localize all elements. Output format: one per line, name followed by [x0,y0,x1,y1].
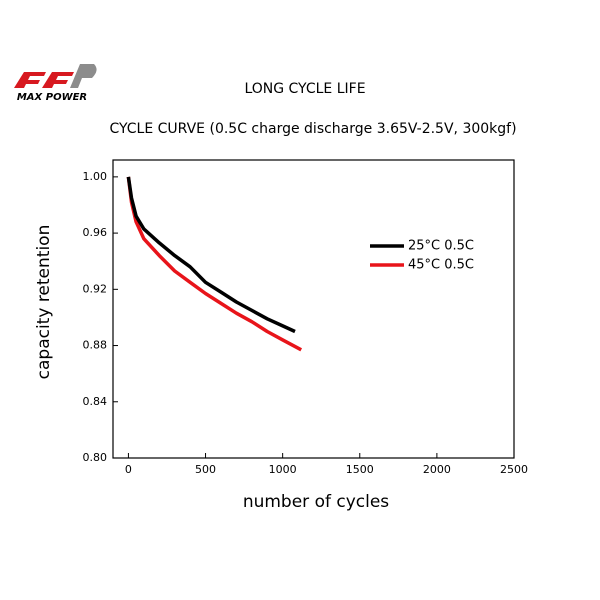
x-tick-label: 2000 [423,463,451,476]
logo-mark [42,72,74,88]
x-tick-label: 2500 [500,463,528,476]
logo: MAX POWER [14,64,97,103]
x-tick-label: 1500 [346,463,374,476]
y-tick-label: 0.92 [83,282,108,295]
legend-label: 45°C 0.5C [408,258,474,273]
y-tick-label: 0.96 [83,226,108,239]
series-line [126,176,303,352]
y-tick-label: 0.88 [83,339,108,352]
plot-frame [112,159,515,459]
logo-mark [70,64,97,88]
y-tick-label: 1.00 [83,170,108,183]
x-tick-label: 0 [125,463,132,476]
x-tick-label: 500 [195,463,216,476]
legend-label: 25°C 0.5C [408,239,474,254]
chart-subtitle: CYCLE CURVE (0.5C charge discharge 3.65V… [109,121,516,137]
logo-text: MAX POWER [17,92,87,103]
y-axis-label: capacity retention [34,225,54,380]
y-tick-label: 0.84 [83,395,108,408]
y-tick-label: 0.80 [83,451,108,464]
series-line [126,176,296,334]
x-tick-label: 1000 [269,463,297,476]
x-axis-label: number of cycles [243,492,389,512]
chart-title: LONG CYCLE LIFE [244,81,365,97]
logo-mark [14,72,46,88]
